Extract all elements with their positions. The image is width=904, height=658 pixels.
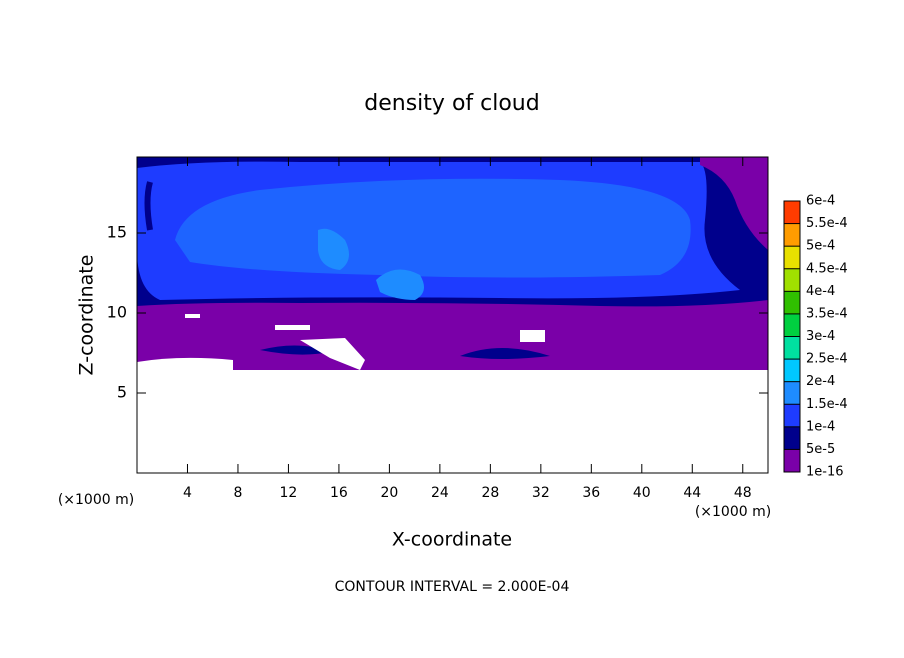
chart-title: density of cloud — [364, 91, 539, 116]
x-tick-label: 12 — [280, 485, 298, 501]
colorbar-box — [784, 268, 800, 292]
y-tick-label: 5 — [117, 383, 127, 402]
colorbar-box — [784, 313, 800, 337]
y-unit: (×1000 m) — [58, 492, 134, 508]
colorbar-box — [784, 336, 800, 360]
colorbar-box — [784, 449, 800, 472]
colorbar-label: 3e-4 — [806, 329, 835, 344]
x-tick-label: 36 — [582, 485, 600, 501]
colorbar-box — [784, 201, 800, 224]
x-tick-label: 44 — [683, 485, 701, 501]
x-tick-label: 8 — [233, 485, 242, 501]
colorbar-label: 3.5e-4 — [806, 306, 848, 321]
y-tick-label: 15 — [107, 223, 127, 242]
x-tick-label: 40 — [633, 485, 651, 501]
colorbar-label: 4.5e-4 — [806, 261, 848, 276]
colorbar-box — [784, 381, 800, 405]
x-tick-label: 32 — [532, 485, 550, 501]
colorbar-label: 6e-4 — [806, 194, 835, 209]
colorbar-label: 2.5e-4 — [806, 352, 848, 367]
x-axis-label: X-coordinate — [392, 529, 512, 551]
footnote: CONTOUR INTERVAL = 2.000E-04 — [335, 579, 570, 595]
colorbar-box — [784, 291, 800, 314]
colorbar-label: 5.5e-4 — [806, 216, 848, 231]
field-edge — [144, 181, 153, 231]
x-tick-label: 4 — [183, 485, 192, 501]
colorbar-box — [784, 426, 800, 450]
x-tick-label: 20 — [380, 485, 398, 501]
y-tick-label: 10 — [107, 303, 127, 322]
colorbar-label: 1e-4 — [806, 419, 835, 434]
field-spot — [376, 269, 424, 300]
colorbar-label: 2e-4 — [806, 374, 835, 389]
y-axis-label: Z-coordinate — [76, 255, 98, 376]
x-tick-label: 28 — [481, 485, 499, 501]
field-hole — [185, 314, 545, 370]
colorbar-box — [784, 223, 800, 247]
field-spot — [318, 228, 349, 270]
plot-frame — [136, 156, 769, 474]
field-empty — [137, 370, 768, 473]
contour-field — [137, 157, 768, 473]
x-tick-label: 24 — [431, 485, 449, 501]
colorbar-label: 5e-5 — [806, 442, 835, 457]
colorbar-label: 5e-4 — [806, 239, 835, 254]
field-corner — [700, 157, 768, 250]
colorbar-box — [784, 246, 800, 269]
x-tick-label: 16 — [330, 485, 348, 501]
colorbar-label: 4e-4 — [806, 284, 835, 299]
colorbar-box — [784, 404, 800, 427]
colorbar-label: 1e-16 — [806, 465, 844, 480]
field-hole — [137, 357, 233, 370]
x-unit: (×1000 m) — [695, 504, 771, 520]
colorbar-label: 1.5e-4 — [806, 397, 848, 412]
field-band — [260, 345, 550, 359]
field-lightblue — [175, 178, 691, 278]
x-tick-label: 48 — [734, 485, 752, 501]
colorbar-box — [784, 359, 800, 382]
